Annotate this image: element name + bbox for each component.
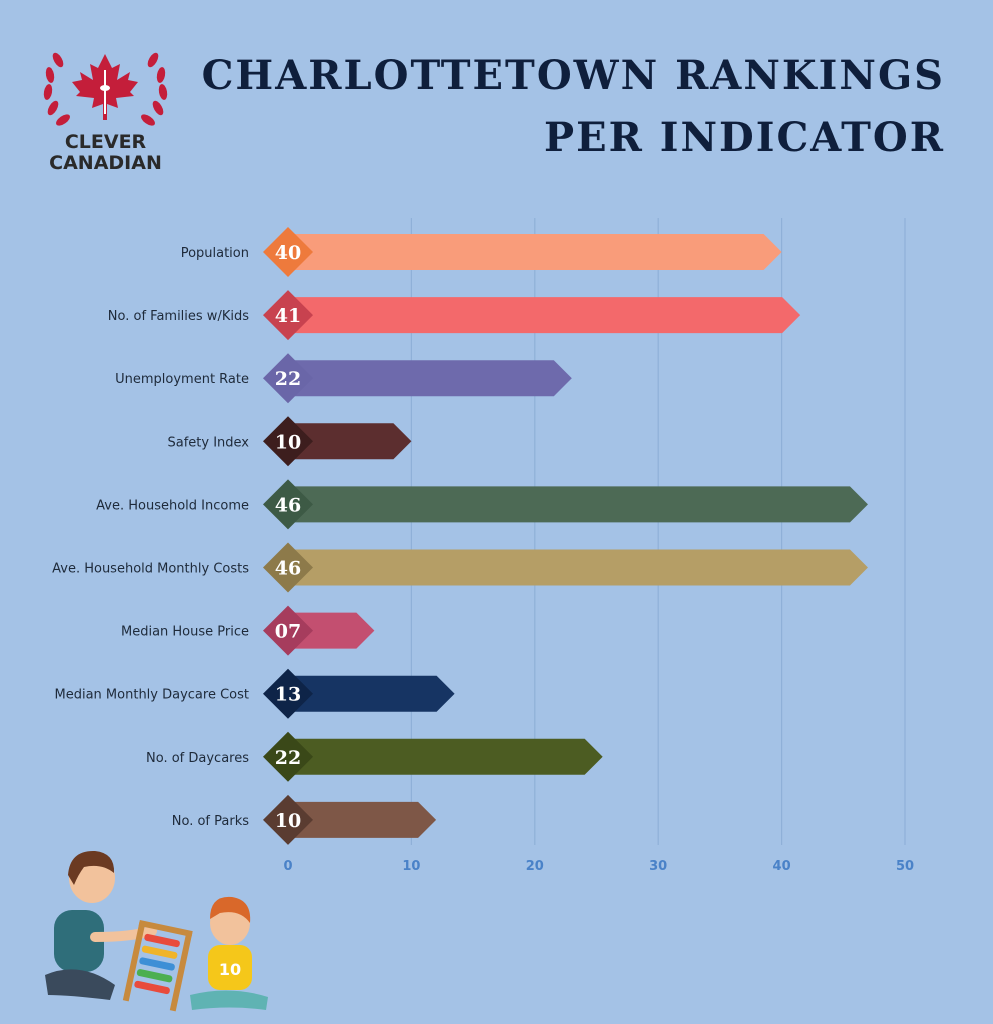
bar	[288, 549, 868, 586]
value-badge	[263, 353, 313, 404]
kids-abacus-illustration: 10	[45, 850, 268, 1012]
x-tick-label: 30	[649, 859, 667, 874]
category-label: Ave. Household Monthly Costs	[52, 562, 249, 577]
page-title-line1: CHARLOTTETOWN RANKINGS	[201, 52, 945, 99]
category-label: Median Monthly Daycare Cost	[55, 688, 249, 703]
category-label: Safety Index	[167, 435, 249, 450]
clever-canadian-logo: CLEVER CANADIAN	[38, 40, 173, 180]
value-label: 41	[275, 305, 301, 327]
value-label: 46	[275, 494, 301, 516]
bar	[288, 612, 375, 649]
bar	[288, 738, 603, 775]
value-label: 07	[275, 621, 301, 643]
value-badge	[263, 731, 313, 782]
x-tick-label: 40	[773, 859, 791, 874]
value-badge	[263, 605, 313, 656]
category-label: No. of Families w/Kids	[108, 309, 249, 324]
x-tick-label: 0	[283, 859, 292, 874]
value-label: 22	[275, 368, 301, 390]
brand-line2: CANADIAN	[49, 152, 162, 174]
value-badge	[263, 416, 313, 467]
category-label: Unemployment Rate	[115, 372, 249, 387]
value-badge	[263, 227, 313, 277]
value-label: 10	[275, 431, 301, 453]
value-badge	[263, 290, 313, 341]
bar	[288, 360, 572, 397]
bar	[288, 801, 437, 838]
x-tick-label: 20	[526, 859, 544, 874]
value-badge	[263, 542, 313, 593]
value-label: 46	[275, 558, 301, 580]
value-badge	[263, 794, 313, 845]
maple-leaf-laurel-icon	[43, 52, 168, 126]
bar	[288, 423, 412, 460]
value-label: 13	[275, 684, 301, 706]
value-badge	[263, 668, 313, 719]
page-title-line2: PER INDICATOR	[544, 114, 945, 161]
bar	[288, 297, 801, 334]
value-label: 40	[275, 242, 301, 264]
category-label: Population	[181, 246, 249, 261]
category-label: Median House Price	[121, 625, 249, 640]
value-badge	[263, 479, 313, 530]
bar	[288, 234, 782, 270]
category-label: No. of Parks	[172, 814, 249, 829]
bar	[288, 486, 868, 523]
value-label: 10	[275, 810, 301, 832]
category-label: Ave. Household Income	[96, 498, 249, 513]
brand-line1: CLEVER	[64, 131, 147, 153]
svg-text:10: 10	[219, 960, 241, 979]
value-label: 22	[275, 747, 301, 769]
category-label: No. of Daycares	[146, 751, 249, 766]
x-tick-label: 50	[896, 859, 914, 874]
bar	[288, 675, 455, 712]
x-tick-label: 10	[402, 859, 420, 874]
